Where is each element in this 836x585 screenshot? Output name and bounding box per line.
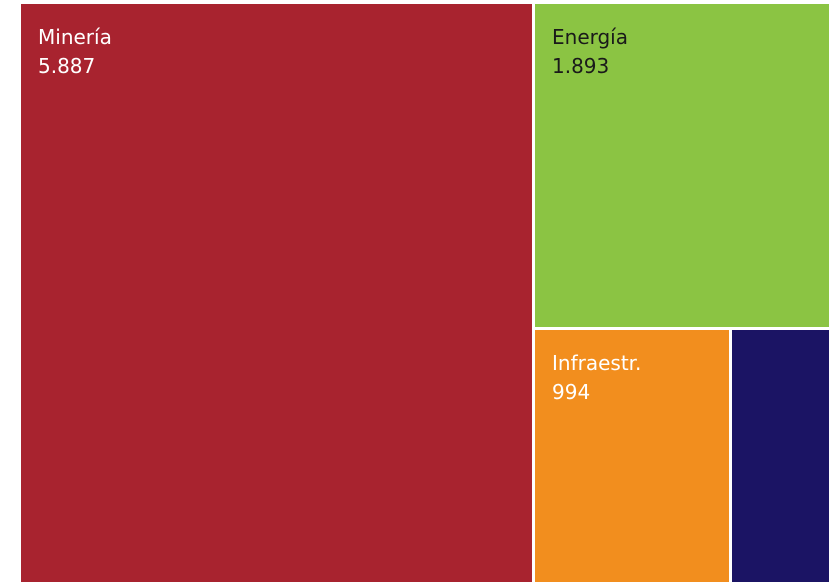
tile-infraestr: Infraestr. 994 bbox=[535, 330, 729, 582]
tile-label-energia: Energía bbox=[552, 25, 628, 49]
tile-mineria: Minería 5.887 bbox=[21, 4, 532, 582]
tile-unlabeled bbox=[732, 330, 829, 582]
tile-label-mineria: Minería bbox=[38, 25, 112, 49]
tile-label-infraestr: Infraestr. bbox=[552, 351, 642, 375]
tile-value-infraestr: 994 bbox=[552, 380, 591, 404]
tile-value-mineria: 5.887 bbox=[38, 54, 96, 78]
tile-energia: Energía 1.893 bbox=[535, 4, 829, 327]
tile-value-energia: 1.893 bbox=[552, 54, 610, 78]
